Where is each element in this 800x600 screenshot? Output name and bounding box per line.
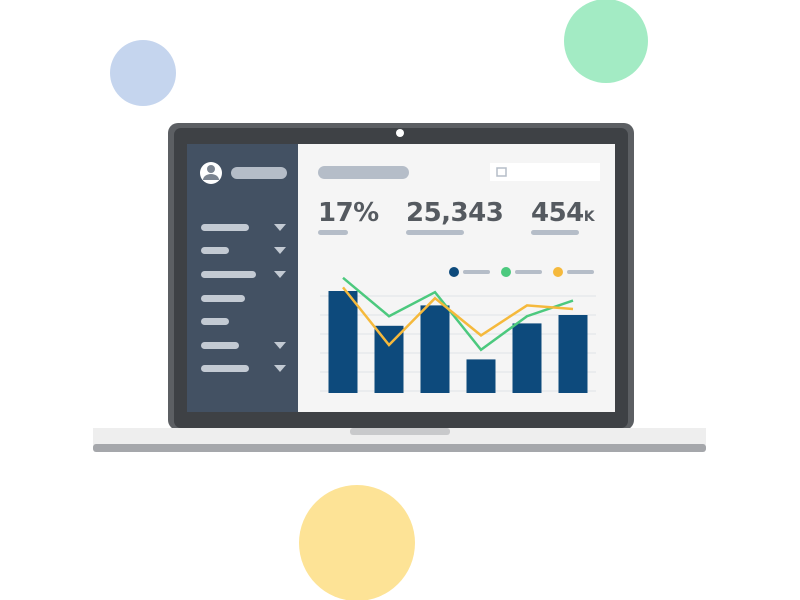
kpi-unit: K <box>584 209 596 225</box>
menu-arrow <box>274 247 286 254</box>
deco-circle <box>564 0 648 83</box>
avatar-head <box>207 165 215 173</box>
menu-item[interactable] <box>201 365 249 372</box>
menu-item[interactable] <box>201 271 256 278</box>
avatar-body <box>203 174 219 180</box>
line <box>342 276 574 352</box>
kpi-value: 17% <box>318 198 379 228</box>
bar <box>512 323 542 393</box>
menu-item[interactable] <box>201 224 249 231</box>
menu-item[interactable] <box>201 342 239 349</box>
legend-label <box>515 270 542 274</box>
kpi-value: 454 <box>531 198 584 228</box>
menu-arrow <box>274 224 286 231</box>
menu-item[interactable] <box>201 247 229 254</box>
notch <box>350 428 450 435</box>
kpi-caption <box>318 230 348 235</box>
line <box>342 286 574 347</box>
kpi-caption <box>406 230 464 235</box>
menu-item[interactable] <box>201 295 245 302</box>
kpi: 454K <box>531 198 596 228</box>
calendar-icon <box>496 167 507 177</box>
date-picker[interactable] <box>490 163 600 181</box>
dashboard-header: 17% 25,343 454K <box>318 163 600 235</box>
page-title <box>318 166 409 179</box>
legend-dot <box>553 267 563 277</box>
deco-circle <box>299 485 415 600</box>
legend-label <box>463 270 490 274</box>
legend-dot <box>501 267 511 277</box>
legend-label <box>567 270 594 274</box>
bar <box>328 291 358 393</box>
legend-dot <box>449 267 459 277</box>
base <box>93 428 706 445</box>
bar <box>420 305 450 393</box>
menu-arrow <box>274 271 286 278</box>
menu-arrow <box>274 342 286 349</box>
kpi-caption <box>531 230 579 235</box>
bar <box>558 315 588 393</box>
kpi-value: 25,343 <box>406 198 503 228</box>
chart <box>320 267 596 393</box>
base-edge <box>93 444 706 452</box>
menu-arrow <box>274 365 286 372</box>
menu-item[interactable] <box>201 318 229 325</box>
bar <box>374 325 404 393</box>
camera <box>396 129 404 137</box>
sidebar-content <box>200 162 287 372</box>
user-name <box>231 167 287 179</box>
bar <box>466 359 496 393</box>
deco-circle <box>110 40 176 106</box>
